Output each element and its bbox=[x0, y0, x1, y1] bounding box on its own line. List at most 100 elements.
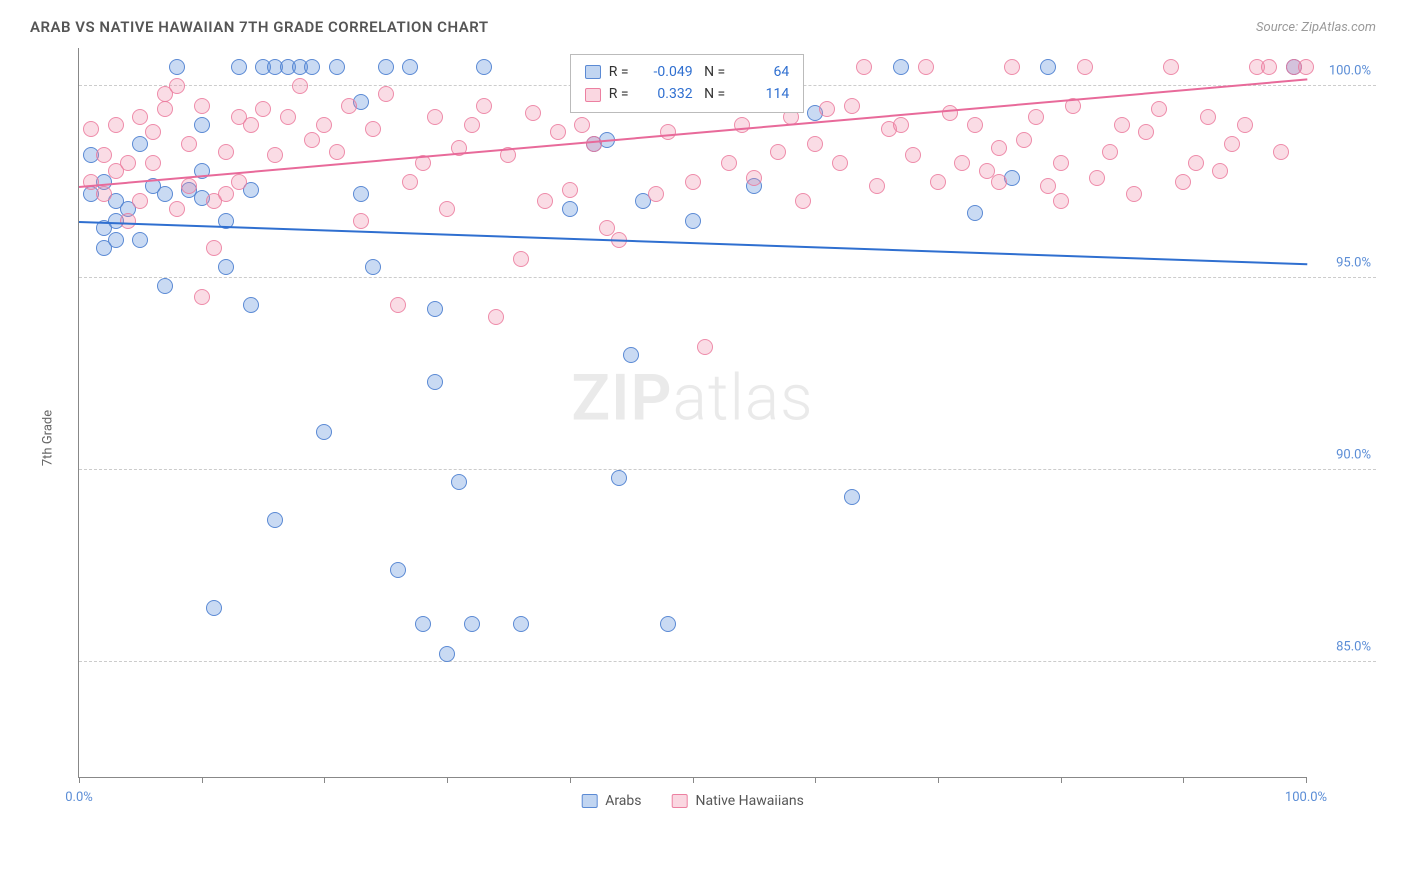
data-point bbox=[132, 232, 148, 248]
data-point bbox=[255, 101, 271, 117]
data-point bbox=[1151, 101, 1167, 117]
x-tick bbox=[202, 777, 203, 783]
data-point bbox=[893, 59, 909, 75]
data-point bbox=[157, 278, 173, 294]
data-point bbox=[83, 121, 99, 137]
data-point bbox=[1175, 174, 1191, 190]
data-point bbox=[550, 124, 566, 140]
data-point bbox=[1163, 59, 1179, 75]
data-point bbox=[169, 59, 185, 75]
data-point bbox=[991, 174, 1007, 190]
data-point bbox=[120, 213, 136, 229]
data-point bbox=[231, 109, 247, 125]
chart-title: ARAB VS NATIVE HAWAIIAN 7TH GRADE CORREL… bbox=[30, 18, 489, 36]
data-point bbox=[390, 562, 406, 578]
data-point bbox=[304, 59, 320, 75]
data-point bbox=[1273, 144, 1289, 160]
data-point bbox=[132, 193, 148, 209]
y-tick-label: 95.0% bbox=[1336, 256, 1371, 271]
data-point bbox=[1004, 59, 1020, 75]
y-tick-label: 100.0% bbox=[1329, 64, 1371, 79]
data-point bbox=[795, 193, 811, 209]
data-point bbox=[267, 147, 283, 163]
data-point bbox=[267, 512, 283, 528]
x-tick bbox=[570, 777, 571, 783]
data-point bbox=[685, 174, 701, 190]
data-point bbox=[1028, 109, 1044, 125]
data-point bbox=[1114, 117, 1130, 133]
data-point bbox=[893, 117, 909, 133]
data-point bbox=[329, 144, 345, 160]
data-point bbox=[169, 201, 185, 217]
data-point bbox=[96, 147, 112, 163]
data-point bbox=[623, 347, 639, 363]
data-point bbox=[280, 109, 296, 125]
data-point bbox=[415, 616, 431, 632]
data-point bbox=[451, 474, 467, 490]
data-point bbox=[807, 136, 823, 152]
y-tick-label: 85.0% bbox=[1336, 639, 1371, 654]
data-point bbox=[967, 205, 983, 221]
data-point bbox=[218, 144, 234, 160]
data-point bbox=[145, 124, 161, 140]
data-point bbox=[1261, 59, 1277, 75]
x-tick bbox=[1061, 777, 1062, 783]
data-point bbox=[157, 186, 173, 202]
data-point bbox=[844, 98, 860, 114]
data-point bbox=[697, 339, 713, 355]
data-point bbox=[721, 155, 737, 171]
data-point bbox=[243, 297, 259, 313]
data-point bbox=[304, 132, 320, 148]
data-point bbox=[1200, 109, 1216, 125]
data-point bbox=[353, 213, 369, 229]
x-tick-label: 100.0% bbox=[1285, 790, 1327, 805]
data-point bbox=[574, 117, 590, 133]
data-point bbox=[1212, 163, 1228, 179]
x-tick bbox=[938, 777, 939, 783]
legend-item-hawaiians: Native Hawaiians bbox=[672, 793, 804, 809]
data-point bbox=[746, 170, 762, 186]
data-point bbox=[1040, 59, 1056, 75]
legend-row-hawaiians: R =0.332 N =114 bbox=[585, 83, 789, 105]
watermark: ZIPatlas bbox=[571, 360, 813, 435]
data-point bbox=[132, 136, 148, 152]
data-point bbox=[353, 186, 369, 202]
data-point bbox=[525, 105, 541, 121]
data-point bbox=[378, 86, 394, 102]
data-point bbox=[942, 105, 958, 121]
x-tick bbox=[324, 777, 325, 783]
data-point bbox=[1188, 155, 1204, 171]
data-point bbox=[1077, 59, 1093, 75]
data-point bbox=[660, 616, 676, 632]
data-point bbox=[427, 301, 443, 317]
x-tick bbox=[1183, 777, 1184, 783]
grid-line bbox=[79, 469, 1376, 470]
data-point bbox=[194, 289, 210, 305]
data-point bbox=[513, 616, 529, 632]
x-tick bbox=[447, 777, 448, 783]
data-point bbox=[341, 98, 357, 114]
data-point bbox=[464, 117, 480, 133]
data-point bbox=[96, 240, 112, 256]
data-point bbox=[181, 178, 197, 194]
data-point bbox=[1016, 132, 1032, 148]
data-point bbox=[819, 101, 835, 117]
grid-line bbox=[79, 277, 1376, 278]
data-point bbox=[660, 124, 676, 140]
legend-row-arabs: R =-0.049 N =64 bbox=[585, 61, 789, 83]
data-point bbox=[132, 109, 148, 125]
swatch-pink-icon bbox=[672, 794, 688, 808]
data-point bbox=[930, 174, 946, 190]
data-point bbox=[181, 136, 197, 152]
data-point bbox=[231, 59, 247, 75]
data-point bbox=[120, 155, 136, 171]
data-point bbox=[1138, 124, 1154, 140]
data-point bbox=[1237, 117, 1253, 133]
data-point bbox=[562, 182, 578, 198]
data-point bbox=[832, 155, 848, 171]
data-point bbox=[231, 174, 247, 190]
x-tick-label: 0.0% bbox=[65, 790, 93, 805]
data-point bbox=[157, 101, 173, 117]
data-point bbox=[1053, 193, 1069, 209]
data-point bbox=[905, 147, 921, 163]
